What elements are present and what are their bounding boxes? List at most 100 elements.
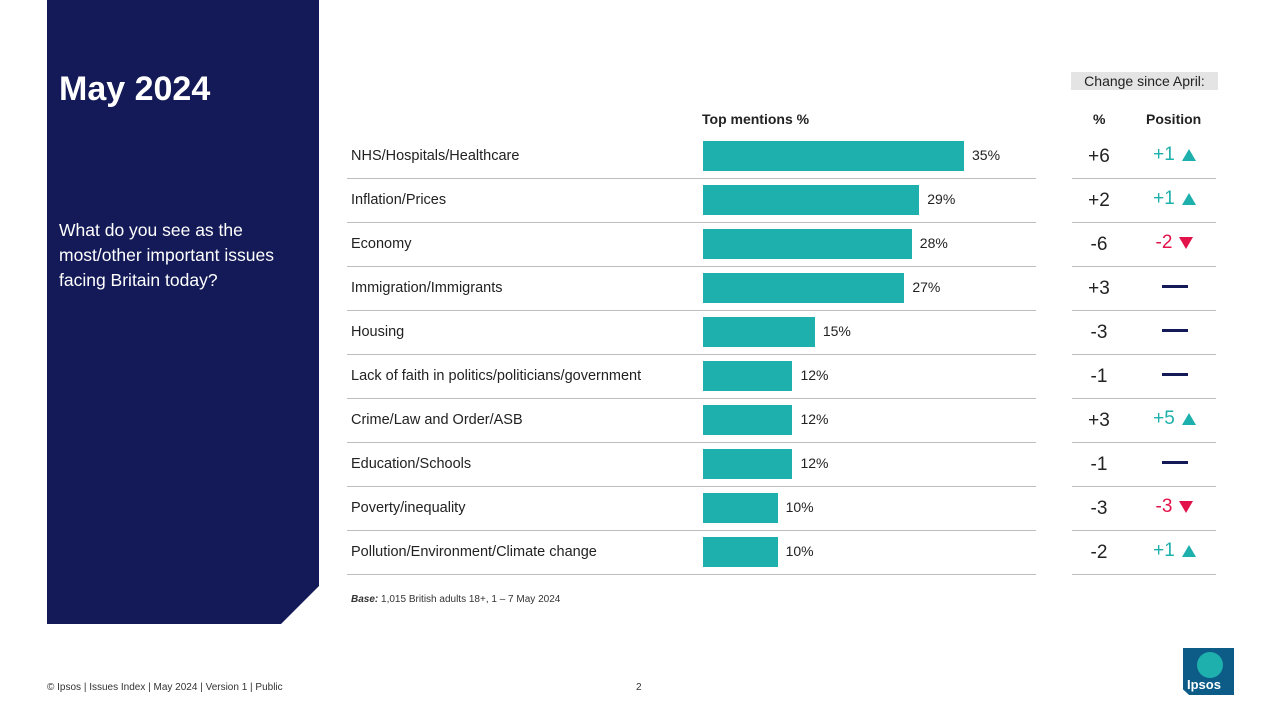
base-text: 1,015 British adults 18+, 1 – 7 May 2024 xyxy=(381,594,561,605)
row-divider xyxy=(347,574,1036,575)
position-change-value: +1 xyxy=(1153,540,1175,561)
up-triangle-icon xyxy=(1181,412,1196,425)
change-row-divider xyxy=(1072,442,1216,443)
change-row-divider xyxy=(1072,266,1216,267)
category-label: Inflation/Prices xyxy=(351,192,447,208)
category-label: Economy xyxy=(351,236,412,252)
left-panel xyxy=(47,0,319,624)
position-change: +1 xyxy=(1135,188,1215,210)
pct-change-value: -3 xyxy=(1090,498,1108,519)
bar xyxy=(703,405,793,435)
row-divider xyxy=(347,222,1036,223)
change-row-divider xyxy=(1072,530,1216,531)
position-change: +5 xyxy=(1135,408,1215,430)
down-triangle-icon xyxy=(1179,500,1194,513)
category-label: Lack of faith in politics/politicians/go… xyxy=(351,368,642,384)
ipsos-logo: Ipsos xyxy=(1183,648,1234,695)
row-divider xyxy=(347,266,1036,267)
value-label: 29% xyxy=(927,191,956,207)
position-change xyxy=(1135,452,1215,474)
top-mentions-header: Top mentions % xyxy=(702,111,810,127)
position-change-value: +1 xyxy=(1153,188,1175,209)
up-triangle-icon xyxy=(1181,192,1196,205)
position-change-value: +1 xyxy=(1153,144,1175,165)
value-label: 15% xyxy=(822,323,851,339)
up-triangle-icon xyxy=(1181,148,1196,161)
bar xyxy=(703,317,815,347)
value-label: 12% xyxy=(800,367,829,383)
pct-change-value: -1 xyxy=(1090,454,1108,475)
value-label: 12% xyxy=(800,411,829,427)
pct-change-value: -1 xyxy=(1090,366,1108,387)
position-change xyxy=(1135,364,1215,386)
row-divider xyxy=(347,178,1036,179)
category-label: Crime/Law and Order/ASB xyxy=(351,412,523,428)
change-row-divider xyxy=(1072,354,1216,355)
pct-change-value: -6 xyxy=(1090,234,1108,255)
row-divider xyxy=(347,442,1036,443)
category-label: Education/Schools xyxy=(351,456,472,472)
row-divider xyxy=(347,398,1036,399)
position-change: +1 xyxy=(1135,540,1215,562)
position-change: -2 xyxy=(1135,232,1215,254)
page-number: 2 xyxy=(636,682,642,693)
position-change-value: +5 xyxy=(1153,408,1175,429)
bar xyxy=(703,537,778,567)
position-change: +1 xyxy=(1135,144,1215,166)
change-row-divider xyxy=(1072,398,1216,399)
position-change xyxy=(1135,276,1215,298)
change-row-divider xyxy=(1072,574,1216,575)
change-since-header: Change since April: xyxy=(1071,72,1218,90)
bar xyxy=(703,185,920,215)
value-label: 10% xyxy=(785,543,814,559)
no-change-dash-icon xyxy=(1162,461,1188,465)
row-divider xyxy=(347,310,1036,311)
change-row-divider xyxy=(1072,222,1216,223)
page-title: May 2024 xyxy=(59,70,211,108)
logo-circle xyxy=(1197,652,1223,678)
value-label: 27% xyxy=(912,279,941,295)
survey-question: What do you see as the most/other import… xyxy=(59,220,274,290)
pct-change-value: -2 xyxy=(1090,542,1108,563)
pct-change-value: +6 xyxy=(1088,146,1110,167)
category-label: NHS/Hospitals/Healthcare xyxy=(351,148,520,164)
pct-change-value: +3 xyxy=(1088,410,1110,431)
pct-change-value: +3 xyxy=(1088,278,1110,299)
bar xyxy=(703,361,793,391)
down-triangle-icon xyxy=(1179,236,1194,249)
pct-change-value: -3 xyxy=(1090,322,1108,343)
position-change-header: Position xyxy=(1146,111,1202,127)
logo-text: Ipsos xyxy=(1187,677,1221,692)
value-label: 10% xyxy=(785,499,814,515)
category-label: Housing xyxy=(351,324,405,340)
value-label: 28% xyxy=(919,235,948,251)
category-label: Pollution/Environment/Climate change xyxy=(351,544,597,560)
bar xyxy=(703,229,912,259)
bar xyxy=(703,493,778,523)
value-label: 12% xyxy=(800,455,829,471)
change-row-divider xyxy=(1072,486,1216,487)
category-label: Poverty/inequality xyxy=(351,500,466,516)
base-note: Base: 1,015 British adults 18+, 1 – 7 Ma… xyxy=(351,594,560,605)
change-row-divider xyxy=(1072,178,1216,179)
position-change: -3 xyxy=(1135,496,1215,518)
row-divider xyxy=(347,354,1036,355)
pct-change-header: % xyxy=(1093,111,1106,127)
row-divider xyxy=(347,486,1036,487)
change-row-divider xyxy=(1072,310,1216,311)
no-change-dash-icon xyxy=(1162,329,1188,333)
bar xyxy=(703,449,793,479)
position-change-value: -2 xyxy=(1155,232,1173,253)
bar xyxy=(703,273,905,303)
bar xyxy=(703,141,964,171)
row-divider xyxy=(347,530,1036,531)
footer-text: © Ipsos | Issues Index | May 2024 | Vers… xyxy=(47,682,283,693)
position-change xyxy=(1135,320,1215,342)
category-label: Immigration/Immigrants xyxy=(351,280,503,296)
value-label: 35% xyxy=(972,147,1001,163)
base-label: Base: xyxy=(351,594,379,605)
no-change-dash-icon xyxy=(1162,285,1188,289)
position-change-value: -3 xyxy=(1155,496,1173,517)
up-triangle-icon xyxy=(1181,544,1196,557)
pct-change-value: +2 xyxy=(1088,190,1110,211)
